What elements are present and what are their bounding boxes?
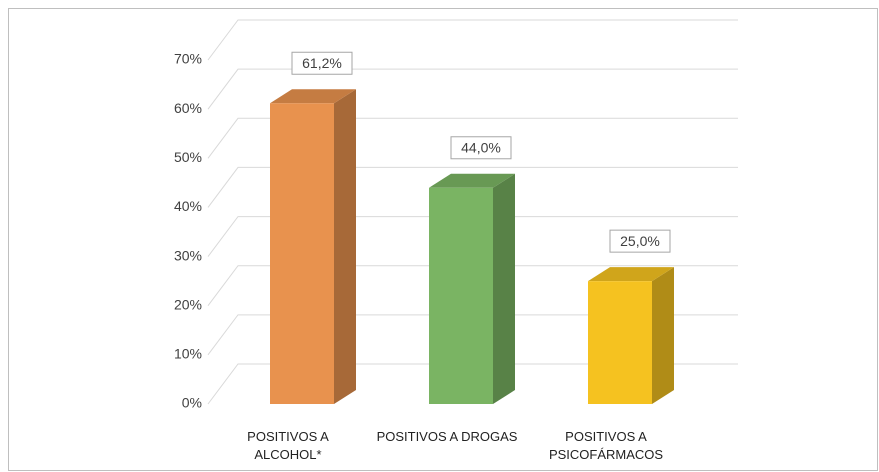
- grid-line: [207, 19, 738, 61]
- bar-top: [270, 89, 356, 104]
- bar-top: [588, 267, 674, 282]
- grid-line: [207, 166, 738, 208]
- bar-side: [334, 89, 356, 404]
- y-tick-label: 40%: [174, 198, 202, 214]
- bar-side: [652, 267, 674, 404]
- bar: [588, 281, 652, 404]
- grid-line: [207, 216, 738, 257]
- value-label: 44,0%: [461, 139, 501, 155]
- y-tick-label: 70%: [174, 51, 202, 67]
- grid-line: [207, 363, 738, 405]
- x-tick-label: POSITIVOS A ALCOHOL*: [247, 429, 329, 462]
- y-tick-label: 60%: [174, 100, 202, 116]
- bar: [270, 103, 334, 404]
- value-label: 25,0%: [620, 233, 660, 249]
- value-label: 61,2%: [302, 55, 342, 71]
- y-tick-label: 0%: [182, 395, 202, 411]
- grid-line: [207, 68, 738, 110]
- grid-line: [207, 314, 738, 356]
- bar: [429, 187, 493, 404]
- y-tick-label: 50%: [174, 149, 202, 165]
- y-tick-label: 20%: [174, 296, 202, 312]
- bar-side: [493, 173, 515, 404]
- value-label-box: [450, 136, 512, 160]
- bar-top: [429, 173, 515, 188]
- x-tick-label: POSITIVOS A PSICOFÁRMACOS: [548, 429, 664, 462]
- grid-line: [207, 265, 738, 307]
- grid-line: [207, 117, 738, 159]
- y-tick-label: 10%: [174, 346, 202, 362]
- value-label-box: [609, 229, 671, 253]
- y-tick-label: 30%: [174, 247, 202, 263]
- x-tick-label: POSITIVOS A DROGAS: [376, 429, 518, 444]
- value-label-box: [291, 51, 353, 75]
